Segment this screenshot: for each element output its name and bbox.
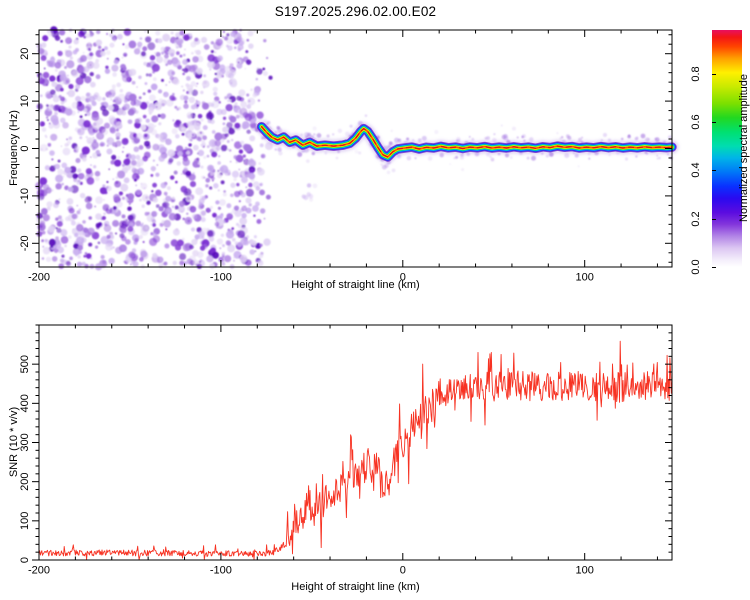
svg-text:0: 0: [19, 145, 31, 151]
snr-ylabel: SNR (10 * v/v): [8, 406, 20, 478]
svg-text:0: 0: [19, 557, 31, 563]
svg-text:0: 0: [400, 565, 406, 577]
plot-title: S197.2025.296.02.00.E02: [274, 4, 437, 19]
svg-text:20: 20: [19, 48, 31, 60]
colorbar-label: Normalized spectral amplitude: [738, 74, 750, 222]
svg-text:200: 200: [19, 472, 31, 490]
colorbar-tick-label: 0.4: [690, 162, 702, 178]
colorbar-tick-label: 0.2: [690, 211, 702, 227]
axis-ticks: -200 -100 0 100 0 100 200 300 400 500: [19, 324, 673, 577]
colorbar-tick-label: 0.6: [690, 114, 702, 130]
svg-text:-200: -200: [28, 272, 50, 284]
noise-speckle-field: [35, 26, 673, 271]
svg-text:10: 10: [19, 95, 31, 107]
snr-line: [38, 340, 673, 561]
colorbar-tick-label: 0.0: [690, 259, 702, 275]
colorbar: [712, 30, 742, 267]
snr-plot: -200 -100 0 100 0 100 200 300 400 500: [19, 324, 673, 577]
snr-xlabel: Height of straight line (km): [291, 581, 420, 593]
svg-text:-100: -100: [210, 565, 232, 577]
svg-text:100: 100: [19, 512, 31, 530]
svg-text:400: 400: [19, 394, 31, 412]
spectrogram-ylabel: Frequency (Hz): [8, 110, 20, 186]
svg-text:300: 300: [19, 433, 31, 451]
svg-text:-200: -200: [28, 565, 50, 577]
svg-text:100: 100: [576, 272, 594, 284]
colorbar-tick-label: 0.8: [690, 66, 702, 82]
signal-trace: [255, 120, 679, 164]
svg-text:-20: -20: [19, 235, 31, 251]
spectrogram-xlabel: Height of straight line (km): [291, 279, 420, 291]
svg-text:-100: -100: [210, 272, 232, 284]
svg-text:100: 100: [576, 565, 594, 577]
svg-text:0: 0: [400, 272, 406, 284]
svg-text:500: 500: [19, 355, 31, 373]
svg-text:-10: -10: [19, 188, 31, 204]
